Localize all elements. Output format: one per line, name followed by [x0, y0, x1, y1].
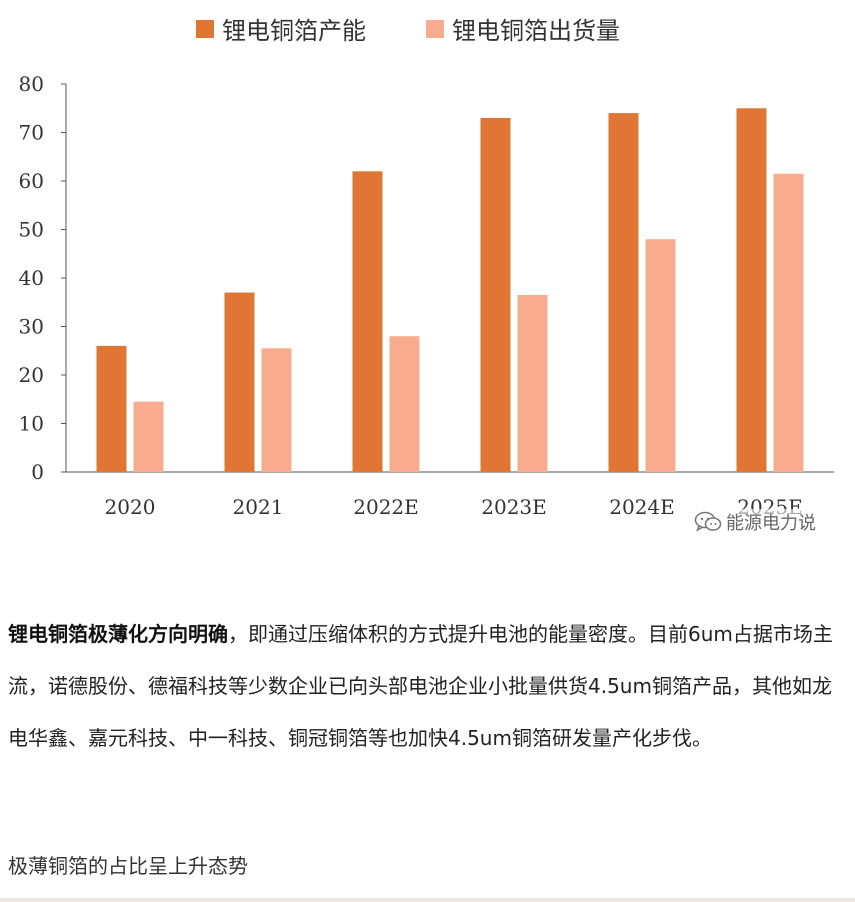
y-tick-label: 50: [19, 218, 44, 242]
bar-chart: 锂电铜箔产能 锂电铜箔出货量 0 10 20 30 40 50 60 70 80 2020 202…: [19, 17, 834, 519]
bar-shipment-2024E: [645, 239, 676, 472]
legend: 锂电铜箔产能 锂电铜箔出货量: [196, 17, 620, 45]
y-tick-label: 80: [19, 72, 44, 96]
bars: [96, 108, 804, 473]
y-tick-label: 20: [19, 363, 44, 387]
paragraph-text: ，即通过压缩体积的方式提升电池的能量密度。目前6um占据市场主流，诺德股份、德福…: [8, 622, 833, 750]
watermark-text: 能源电力说: [726, 513, 816, 534]
figure-caption: 极薄铜箔的占比呈上升态势: [8, 854, 248, 878]
y-tick-label: 40: [19, 266, 44, 290]
bar-capacity-2025E: [736, 108, 767, 472]
legend-label-capacity: 锂电铜箔产能: [222, 17, 366, 45]
article-paragraph: 锂电铜箔极薄化方向明确，即通过压缩体积的方式提升电池的能量密度。目前6um占据市…: [8, 608, 848, 764]
y-tick-label: 60: [19, 169, 44, 193]
bar-capacity-2021: [224, 292, 255, 472]
bar-capacity-2022E: [352, 171, 383, 473]
y-tick-label: 10: [19, 412, 44, 436]
x-tick-label: 2024E: [609, 495, 675, 519]
y-tick-label: 0: [31, 460, 44, 484]
y-tick-label: 30: [19, 315, 44, 339]
bar-shipment-2025E: [773, 173, 804, 472]
bottom-divider: [0, 898, 855, 902]
x-tick-label: 2023E: [481, 495, 547, 519]
bar-shipment-2021: [261, 348, 292, 472]
bar-shipment-2023E: [517, 294, 548, 472]
bar-capacity-2020: [96, 345, 127, 472]
x-tick-label: 2022E: [353, 495, 419, 519]
bar-capacity-2024E: [608, 113, 639, 472]
x-tick-label: 2021: [233, 495, 284, 519]
legend-label-shipment: 锂电铜箔出货量: [452, 17, 620, 45]
paragraph-bold-lead: 锂电铜箔极薄化方向明确: [8, 622, 228, 646]
y-tick-label: 70: [19, 121, 44, 145]
axes: [65, 84, 834, 473]
x-tick-label: 2020: [105, 495, 156, 519]
bar-capacity-2023E: [480, 117, 511, 472]
article-body: 锂电铜箔极薄化方向明确，即通过压缩体积的方式提升电池的能量密度。目前6um占据市…: [8, 608, 848, 764]
legend-swatch-shipment: [426, 20, 444, 38]
legend-swatch-capacity: [196, 20, 214, 38]
watermark: 能源电力说: [694, 509, 816, 535]
bar-shipment-2020: [133, 401, 164, 472]
wechat-icon: [694, 511, 722, 533]
bar-shipment-2022E: [389, 336, 420, 472]
y-ticks: 0 10 20 30 40 50 60 70 80: [19, 72, 66, 484]
